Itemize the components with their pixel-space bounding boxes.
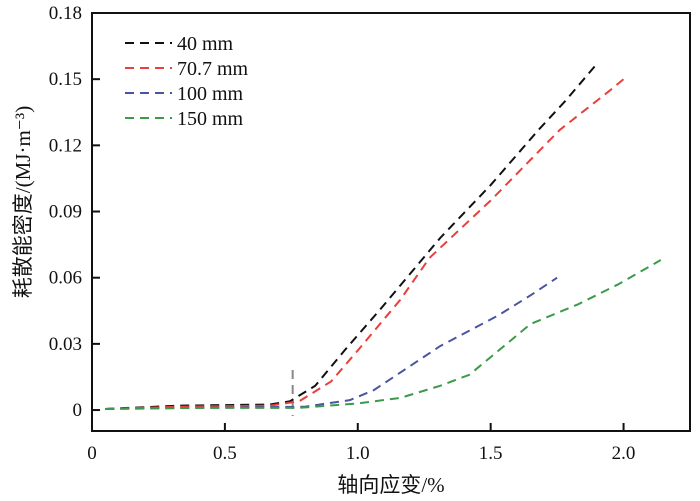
y-tick-label: 0.18 xyxy=(49,3,82,24)
y-tick-label: 0.15 xyxy=(49,69,82,90)
series-line-1 xyxy=(105,78,625,410)
y-tick-label: 0.09 xyxy=(49,202,82,223)
series-line-2 xyxy=(105,276,558,410)
x-axis-label: 轴向应变/% xyxy=(337,473,444,497)
series-line-0 xyxy=(105,63,598,410)
x-tick-label: 1.5 xyxy=(479,443,503,464)
y-tick-label: 0.06 xyxy=(49,268,82,289)
series-line-3 xyxy=(105,259,662,410)
y-tick-label: 0.03 xyxy=(49,334,82,355)
x-tick-label: 1.0 xyxy=(346,443,370,464)
legend-label: 150 mm xyxy=(177,108,244,130)
x-tick-label: 0.5 xyxy=(213,443,237,464)
y-tick-label: 0.12 xyxy=(49,135,82,156)
plot-frame xyxy=(91,12,691,432)
legend-label: 40 mm xyxy=(177,33,234,55)
x-tick-label: 0 xyxy=(87,443,97,464)
x-tick-label: 2.0 xyxy=(612,443,636,464)
y-axis-label: 耗散能密度/(MJ·m⁻³) xyxy=(11,106,35,298)
y-tick-label: 0 xyxy=(73,400,83,421)
legend-label: 100 mm xyxy=(177,83,244,105)
legend-label: 70.7 mm xyxy=(177,58,249,80)
